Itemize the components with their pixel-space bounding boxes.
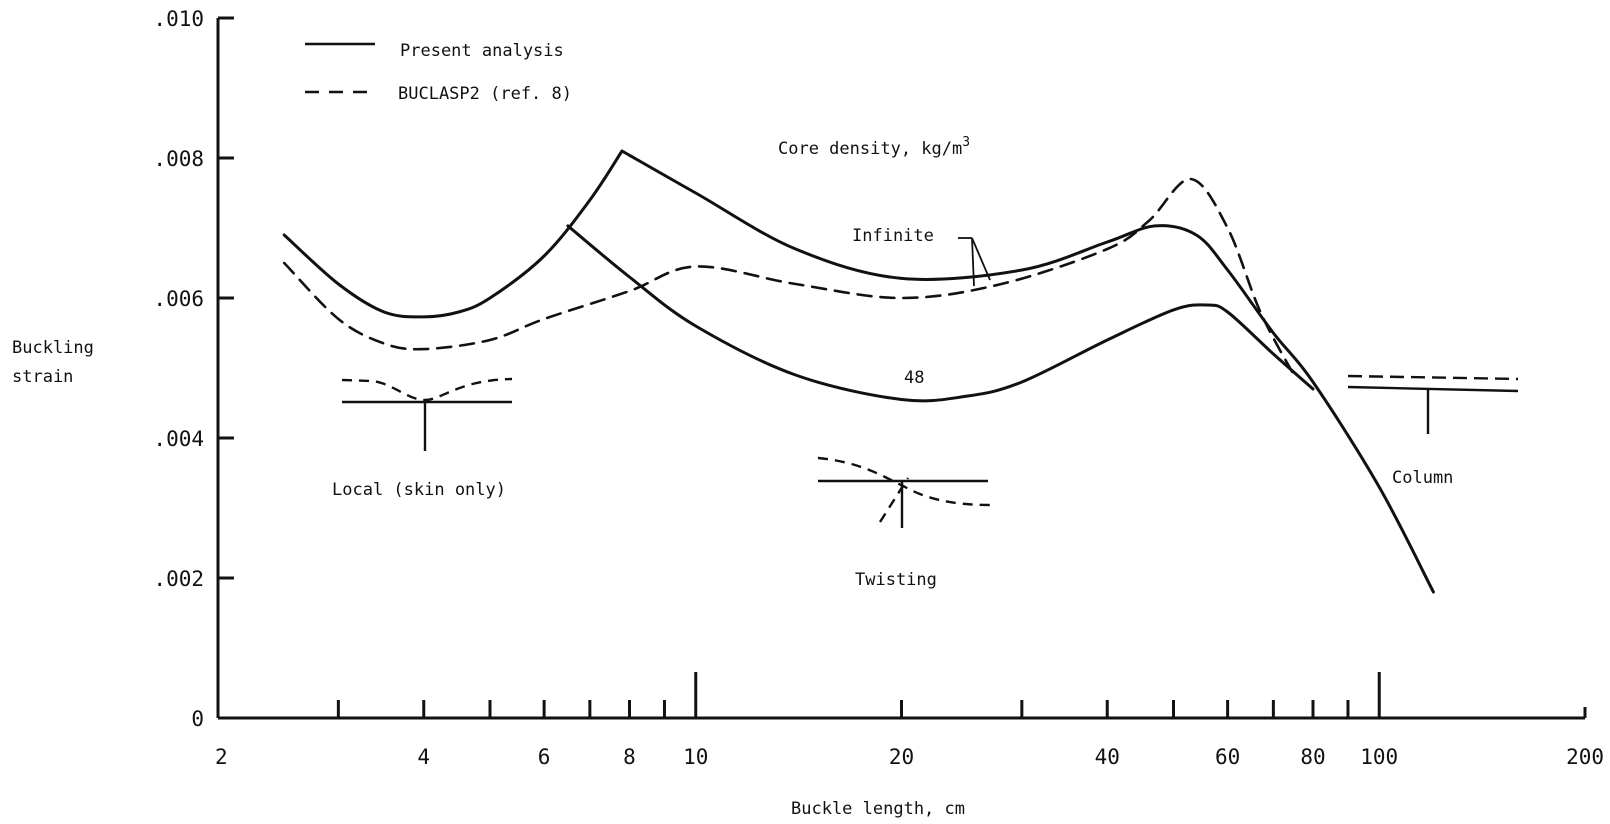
mode-label-twisting: Twisting (855, 570, 937, 590)
series-line-present-infinite (282, 149, 1435, 594)
column-mode-sketch (1347, 374, 1519, 434)
x-tick-label: 2 (215, 745, 228, 769)
core-density-text: Core density, kg/m (778, 139, 962, 159)
x-axis-title: Buckle length, cm (791, 799, 965, 819)
core-density-superscript: 3 (962, 135, 970, 150)
series-layer (282, 149, 1435, 594)
y-tick-label: .010 (153, 7, 204, 31)
curve-label-48: 48 (904, 368, 924, 388)
y-axis-title-line1: Buckling (12, 338, 94, 358)
x-axis-tick-labels: 2 4 6 8 10 20 40 60 80 100 200 (215, 745, 1604, 769)
x-tick-label: 60 (1215, 745, 1240, 769)
y-axis-ticks: .010 .008 .006 .004 .002 0 (153, 7, 234, 731)
local-mode-sketch (341, 377, 513, 451)
curve-label-infinite: Infinite (852, 226, 934, 246)
x-axis-ticks (336, 672, 1381, 718)
legend: Present analysis BUCLASP2 (ref. 8) (305, 41, 572, 104)
axes (216, 18, 1587, 720)
x-tick-label: 6 (538, 745, 551, 769)
mode-label-local: Local (skin only) (332, 480, 506, 500)
core-density-title: Core density, kg/m3 (778, 135, 970, 159)
x-tick-label: 80 (1300, 745, 1325, 769)
x-tick-label: 20 (889, 745, 914, 769)
infinite-leader-lines (958, 237, 991, 287)
mode-label-column: Column (1392, 468, 1453, 488)
x-tick-label: 8 (623, 745, 636, 769)
y-tick-label: .008 (153, 147, 204, 171)
series-line-present-48 (566, 224, 1315, 403)
y-tick-label: .006 (153, 287, 204, 311)
x-tick-label: 10 (683, 745, 708, 769)
y-tick-label: .004 (153, 427, 204, 451)
x-tick-label: 40 (1095, 745, 1120, 769)
series-line-buclasp2-infinite (282, 177, 1296, 377)
svg-text:Core density, kg/m3: Core density, kg/m3 (778, 135, 970, 159)
y-tick-label: .002 (153, 567, 204, 591)
x-tick-label: 4 (417, 745, 430, 769)
y-tick-label: 0 (191, 707, 204, 731)
x-tick-label: 100 (1360, 745, 1398, 769)
legend-solid-label: Present analysis (400, 41, 564, 61)
x-tick-label: 200 (1566, 745, 1604, 769)
twisting-mode-sketch (817, 456, 991, 528)
y-axis-title-line2: strain (12, 367, 73, 387)
legend-dashed-label: BUCLASP2 (ref. 8) (398, 84, 572, 104)
